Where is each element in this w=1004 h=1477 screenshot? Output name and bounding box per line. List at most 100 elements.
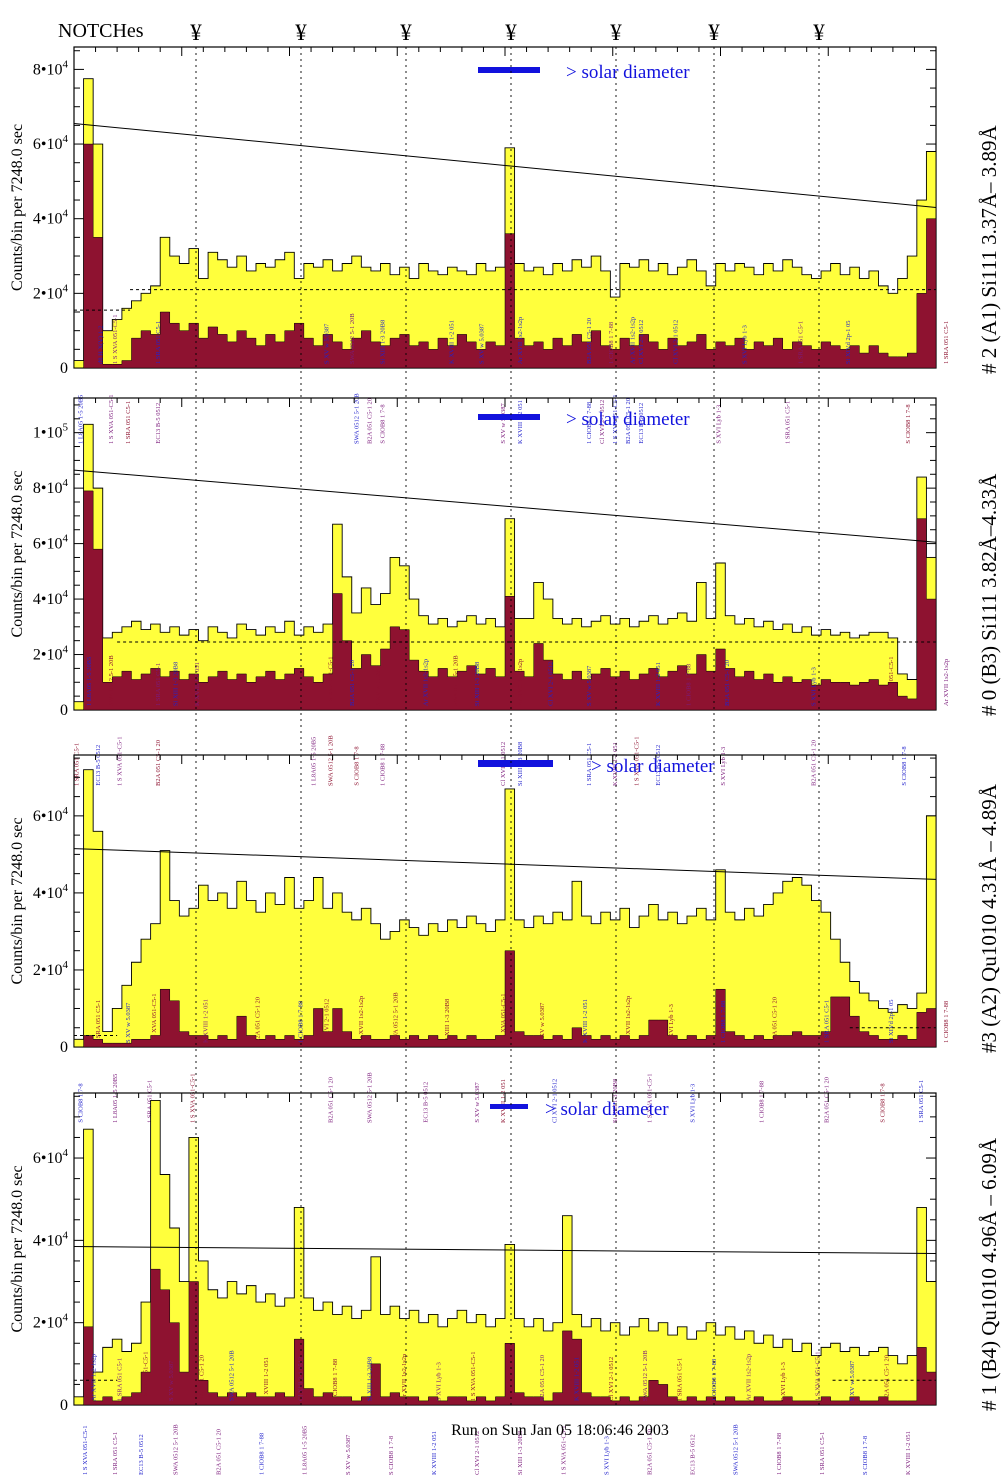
line-id-annotation: 1 SRA 051 C5-1 — [823, 1000, 830, 1043]
line-id-annotation: 1 SRA 051 C5-1 — [95, 1000, 102, 1043]
y-axis-title: Counts/bin per 7248.0 sec — [9, 470, 26, 637]
line-id-annotation: Ar XVII 1s2-1s2p — [746, 1354, 753, 1401]
line-id-annotation: 1 SRA 051 C5-1 — [155, 321, 162, 364]
x-tick-annotation: B2A 051 C5-1 20 — [625, 398, 632, 444]
x-tick-annotation: Cl XVI 2-1 0512 — [599, 400, 606, 444]
x-tick-annotation: 1 SRA 051 C5-1 — [819, 1432, 826, 1475]
x-tick-annotation: 1 S XVA 051-C5-1 — [82, 1425, 89, 1475]
run-timestamp: Run on Sun Jan 05 18:06:46 2003 — [451, 1422, 669, 1439]
x-tick-annotation: EC13 B-5 0512 — [95, 745, 102, 786]
panel-title-right: # 1 (B4) Qu1010 4.96Å – 6.09Å — [977, 1137, 1001, 1411]
x-tick-annotation: 1 SRA 051 C5-1 — [125, 401, 132, 444]
line-id-annotation: S XVI Lyb 1-3 — [668, 1004, 675, 1043]
line-id-annotation: 1 S XVA 051-C5-1 — [470, 1351, 477, 1401]
line-id-annotation: B2A 051 C5-1 20 — [586, 318, 593, 364]
line-id-annotation: 1 S XVA 051-C5-1 — [328, 656, 335, 706]
y-axis-title: Counts/bin per 7248.0 sec — [9, 817, 26, 984]
y-tick-label: 4•104 — [33, 1229, 69, 1249]
line-id-annotation: SWA 0512 5-1 20B — [228, 1350, 235, 1401]
y-tick-label: 2•104 — [33, 959, 69, 979]
line-id-annotation: S XV w 5.0387 — [168, 1360, 175, 1401]
x-tick-annotation: SWA 0512 5-1 20B — [172, 1424, 179, 1475]
line-id-annotation: 1 CIOB8 1 7-88 — [608, 322, 615, 364]
line-id-annotation: 1 S XVA 051-C5-1 — [151, 993, 158, 1043]
x-tick-annotation: 1 L8A05 1-5 20B5 — [78, 395, 85, 444]
y-tick-label: 1•105 — [33, 422, 69, 442]
line-id-annotation: SWA 0512 5-1 20B — [453, 655, 460, 706]
line-id-annotation: B2A 051 C5-1 20 — [772, 997, 779, 1043]
background-histogram — [74, 143, 937, 369]
y-tick-label: 8•104 — [33, 477, 69, 497]
panel-2: 1•105 8•104 6•104 4•104 2•104 0 > solar diamet… — [9, 397, 1001, 786]
panel-title-right: # 2 (A1) Si111 3.37Å– 3.89Å — [977, 124, 1001, 374]
x-tick-annotation: S CIOB8 1 7-8 — [879, 1083, 886, 1122]
total-histogram — [73, 1099, 937, 1406]
line-id-annotation: 1 S XVA 051-C5-1 — [815, 1351, 822, 1401]
line-id-annotation: Ar XVII 1s2-1s2p — [401, 1354, 408, 1401]
x-tick-annotation: S CIOB8 1 7-8 — [353, 746, 360, 785]
x-tick-annotation: S XVI Lyb 1-3 — [603, 1436, 610, 1475]
x-tick-annotation: S CIOB8 1 7-8 — [379, 404, 386, 443]
line-id-annotation: Si XIII 1-3 20B8 — [366, 1357, 373, 1401]
line-id-annotation: 1 SRA 051 C5-1 — [797, 321, 804, 364]
line-id-annotation: S XV w 5.0387 — [849, 1360, 856, 1401]
notch-symbol: ¥ — [708, 20, 720, 45]
x-tick-annotation: B2A 051 C5-1 20 — [810, 740, 817, 786]
x-tick-annotation: 1 S XVA 051-C5-1 — [560, 1425, 567, 1475]
x-tick-annotation: EC13 B-5 0512 — [638, 403, 645, 444]
line-id-annotation: Cl XVI 2-1 0512 — [547, 662, 554, 706]
y-tick-label: 8•104 — [33, 58, 69, 78]
y-tick-label: 0 — [60, 1039, 68, 1056]
x-tick-annotation: S XVI Lyb 1-3 — [716, 405, 723, 444]
line-id-annotation: S XV w 5.0387 — [586, 665, 593, 706]
line-id-annotation: S XV w 5.0387 — [478, 323, 485, 364]
trend-line — [73, 469, 937, 543]
line-id-annotation: Ar XVII 1s2-1s2p — [358, 996, 365, 1043]
total-histogram — [73, 78, 937, 369]
solar-diameter-label: > solar diameter — [566, 409, 690, 430]
line-id-annotation: 1 SRA 051 C5-1 — [116, 1358, 123, 1401]
line-id-annotation: Cl XVI 2-1 0512 — [672, 320, 679, 364]
x-tick-annotation: 1 SRA 051 C5-1 — [112, 1432, 119, 1475]
line-id-annotation: Ar XVII 1s2-1s2p — [629, 317, 636, 364]
x-tick-annotation: S XV w 5.0387 — [345, 1434, 352, 1475]
solar-diameter-bar — [478, 67, 540, 73]
y-tick-label: 6•104 — [33, 133, 69, 153]
x-tick-annotation: Si XIII 1-3 20B8 — [612, 1079, 619, 1123]
y-axis-title: Counts/bin per 7248.0 sec — [9, 124, 26, 291]
y-tick-label: 2•104 — [33, 1312, 69, 1332]
x-tick-annotation: S CIOB8 1 7-8 — [862, 1436, 869, 1475]
x-tick-annotation: 1 CIOB8 1 7-88 — [586, 402, 593, 444]
line-id-annotation: 1 SRA 051 C5-1 — [943, 321, 950, 364]
line-id-annotation: K XVIII 1-2 051 — [203, 999, 210, 1043]
x-tick-annotation: S XVI Lyb 1-3 — [690, 1084, 697, 1123]
line-id-annotation: 1 S XVA 051-C5-1 — [142, 1351, 149, 1401]
x-tick-annotation: S XVI Lyb 1-3 — [720, 747, 727, 786]
line-id-annotation: S XV w 5.0387 — [504, 1360, 511, 1401]
x-tick-annotation: 1 L8A05 1-5 20B5 — [310, 737, 317, 786]
line-id-annotation: K XVIII 1-2 051 — [573, 1357, 580, 1401]
x-tick-annotation: SWA 0512 5-1 20B — [353, 393, 360, 444]
y-tick-label: 0 — [60, 1397, 68, 1414]
x-tick-annotation: K XVIII 1-2 051 — [517, 400, 524, 444]
panel-title-right: #3 (A2) Qu1010 4.31Å – 4.89Å — [977, 783, 1001, 1053]
line-id-annotation: Cl XVI 2-1 0512 — [638, 320, 645, 364]
x-tick-annotation: 1 S XVA 051-C5-1 — [116, 736, 123, 786]
x-tick-annotation: S XV w 5.0387 — [500, 403, 507, 444]
line-id-annotation: 1 CIOB8 1 7-88 — [943, 1001, 950, 1043]
x-tick-annotation: 1 S XVA 051-C5-1 — [108, 394, 115, 444]
line-id-annotation: S XVI Lyb 1-3 — [810, 667, 817, 706]
line-id-annotation: Ar XVII 1s2-1s2p — [943, 659, 950, 706]
x-tick-annotation: Cl XVI 2-1 0512 — [474, 1431, 481, 1475]
x-tick-annotation: B2A 051 C5-1 20 — [328, 1077, 335, 1123]
x-tick-annotation: K XVIII 1-2 051 — [612, 742, 619, 786]
trend-line — [73, 848, 937, 880]
line-id-annotation: S XVI Lyb 1-3 — [435, 1362, 442, 1401]
x-tick-annotation: S CIOB8 1 7-8 — [901, 746, 908, 785]
trend-line — [73, 1246, 937, 1255]
x-tick-annotation: SWA 0512 5-1 20B — [366, 1072, 373, 1123]
panel-3: 6•104 4•104 2•104 0 > solar diameter 1 SRA 05… — [9, 754, 1001, 1123]
line-id-annotation: K XVIII 1-2 051 — [655, 662, 662, 706]
x-tick-annotation: EC13 B-5 0512 — [690, 1434, 697, 1475]
